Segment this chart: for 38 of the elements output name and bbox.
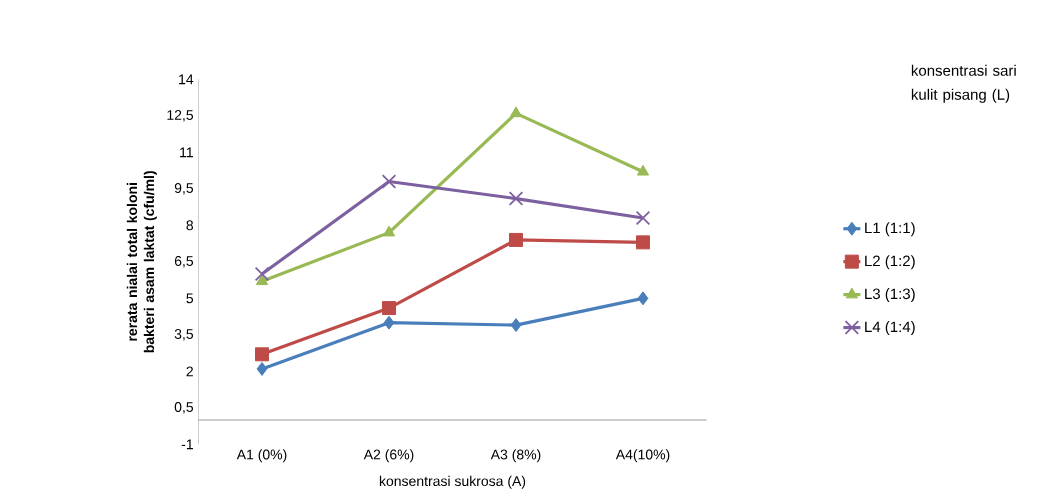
point bbox=[637, 291, 649, 306]
x-tick-label: A4(10%) bbox=[615, 449, 670, 463]
legend-label: L4 (1:4) bbox=[865, 321, 915, 336]
y-tick-label: 9,5 bbox=[174, 183, 194, 195]
point bbox=[636, 235, 650, 250]
x-tick-label: A3 (8%) bbox=[490, 449, 541, 463]
y-tick-label: 3,5 bbox=[174, 329, 194, 341]
point bbox=[508, 191, 524, 206]
point bbox=[382, 301, 396, 316]
point bbox=[255, 347, 269, 362]
point bbox=[636, 164, 650, 176]
x-axis-title: konsentrasi sukrosa (A) bbox=[379, 475, 526, 489]
y-tick-label: 11 bbox=[180, 147, 193, 158]
point bbox=[381, 174, 397, 189]
point bbox=[255, 274, 269, 286]
y-tick-label: 14 bbox=[179, 74, 194, 85]
legend-label: L1 (1:1) bbox=[865, 222, 915, 237]
legend-title: konsentrasi sari kulit pisang (L) bbox=[911, 64, 1016, 103]
legend-label: L2 (1:2) bbox=[865, 255, 915, 270]
x-tick-label: A1 (0%) bbox=[236, 449, 287, 463]
point bbox=[254, 266, 270, 282]
y-tick-label: 2 bbox=[186, 366, 193, 377]
y-tick-label: -1 bbox=[181, 439, 193, 450]
legend-label: L3 (1:3) bbox=[865, 288, 915, 303]
y-tick-label: 6,5 bbox=[174, 256, 194, 268]
point bbox=[509, 106, 523, 118]
y-tick-label: 5 bbox=[186, 293, 194, 304]
y-axis-title: rerata nialai total koloni bakteri asam laktat (cfu/ml) bbox=[126, 171, 157, 353]
point bbox=[635, 210, 651, 226]
point bbox=[509, 232, 523, 247]
y-tick-label: 0,5 bbox=[174, 402, 194, 414]
x-tick-label: A2 (6%) bbox=[363, 449, 414, 463]
point bbox=[383, 315, 395, 330]
point bbox=[382, 225, 396, 237]
y-tick-label: 12,5 bbox=[167, 110, 194, 122]
point bbox=[256, 361, 268, 376]
point bbox=[510, 318, 522, 333]
y-tick-label: 8 bbox=[186, 220, 194, 231]
